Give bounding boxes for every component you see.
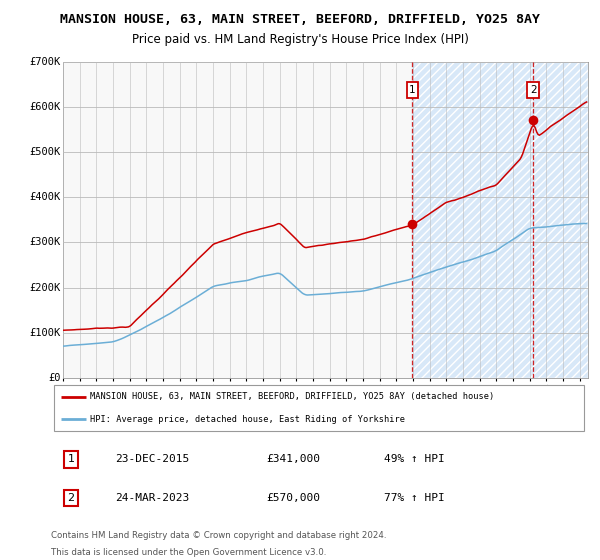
Text: MANSION HOUSE, 63, MAIN STREET, BEEFORD, DRIFFIELD, YO25 8AY (detached house): MANSION HOUSE, 63, MAIN STREET, BEEFORD,… — [90, 392, 494, 401]
Text: £600K: £600K — [29, 102, 61, 112]
Text: 1: 1 — [67, 454, 74, 464]
Text: £100K: £100K — [29, 328, 61, 338]
Text: 77% ↑ HPI: 77% ↑ HPI — [384, 493, 445, 503]
Bar — [412, 62, 588, 378]
Text: £570,000: £570,000 — [266, 493, 320, 503]
FancyBboxPatch shape — [53, 385, 584, 431]
Text: Price paid vs. HM Land Registry's House Price Index (HPI): Price paid vs. HM Land Registry's House … — [131, 33, 469, 46]
Bar — [412, 62, 588, 378]
Text: £200K: £200K — [29, 283, 61, 293]
Text: This data is licensed under the Open Government Licence v3.0.: This data is licensed under the Open Gov… — [51, 548, 326, 557]
Text: 23-DEC-2015: 23-DEC-2015 — [115, 454, 190, 464]
Text: 2: 2 — [530, 85, 536, 95]
Text: 2: 2 — [67, 493, 74, 503]
Text: 49% ↑ HPI: 49% ↑ HPI — [384, 454, 445, 464]
Text: 1: 1 — [409, 85, 416, 95]
Text: £341,000: £341,000 — [266, 454, 320, 464]
Text: £0: £0 — [48, 373, 61, 383]
Text: £300K: £300K — [29, 237, 61, 248]
Text: HPI: Average price, detached house, East Riding of Yorkshire: HPI: Average price, detached house, East… — [90, 415, 405, 424]
Text: Contains HM Land Registry data © Crown copyright and database right 2024.: Contains HM Land Registry data © Crown c… — [51, 531, 386, 540]
Text: 24-MAR-2023: 24-MAR-2023 — [115, 493, 190, 503]
Text: £500K: £500K — [29, 147, 61, 157]
Text: MANSION HOUSE, 63, MAIN STREET, BEEFORD, DRIFFIELD, YO25 8AY: MANSION HOUSE, 63, MAIN STREET, BEEFORD,… — [60, 13, 540, 26]
Text: £700K: £700K — [29, 57, 61, 67]
Text: £400K: £400K — [29, 192, 61, 202]
